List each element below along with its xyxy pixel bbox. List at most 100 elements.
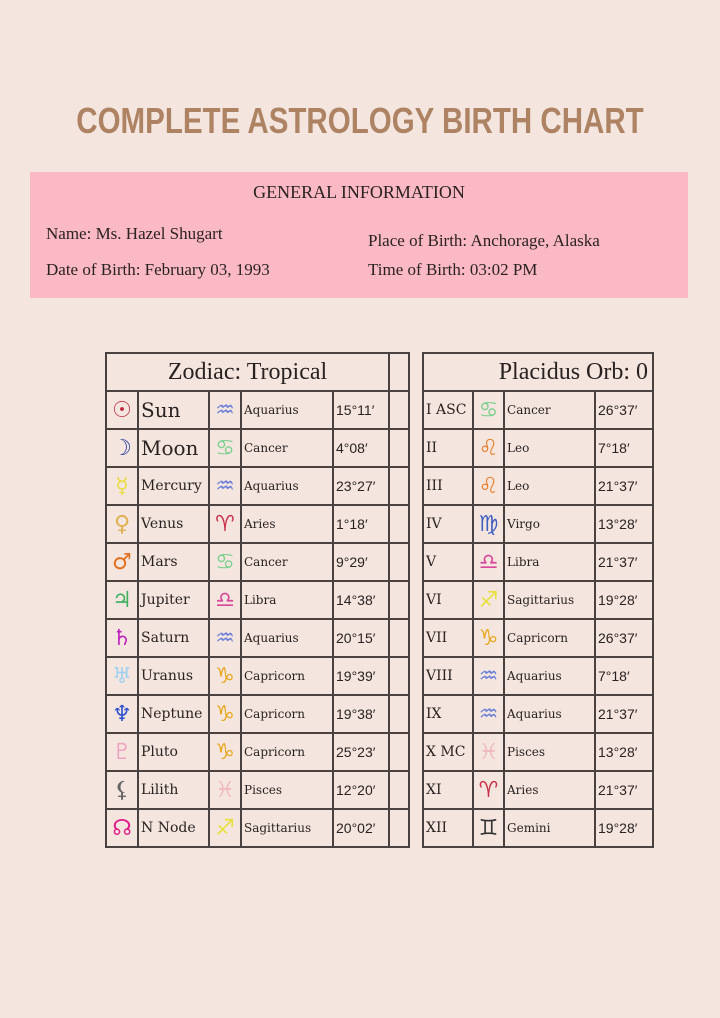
planet-sign: Cancer	[240, 428, 334, 468]
house-number: XI	[422, 770, 475, 810]
planet-name: Sun	[137, 390, 210, 430]
planet-sign: Pisces	[240, 770, 334, 810]
planet-degree: 14°38′	[331, 580, 391, 620]
empty-cell	[388, 694, 411, 734]
house-degree: 19°28′	[594, 580, 655, 620]
pluto-icon: ♇︎	[105, 732, 139, 772]
sagittarius-icon: ♐︎	[472, 580, 506, 620]
jupiter-icon: ♃︎	[105, 580, 139, 620]
empty-cell	[388, 656, 411, 696]
saturn-icon: ♄︎	[105, 618, 139, 658]
aquarius-icon: ♒︎	[208, 390, 242, 430]
aquarius-icon: ♒︎	[472, 694, 506, 734]
planet-degree: 25°23′	[331, 732, 391, 772]
divider	[408, 581, 425, 619]
libra-icon: ♎︎	[208, 580, 242, 620]
table-row: ♇︎ Pluto ♑︎ Capricorn 25°23′ X MC ♓︎ Pisces 13°2…	[105, 732, 655, 772]
house-number: VII	[422, 618, 475, 658]
house-degree: 21°37′	[594, 770, 655, 810]
cancer-icon: ♋︎	[472, 390, 506, 430]
page-title: COMPLETE ASTROLOGY BIRTH CHART	[76, 100, 644, 141]
house-degree: 13°28′	[594, 732, 655, 772]
house-number: III	[422, 466, 475, 506]
empty-cell	[388, 580, 411, 620]
place-of-birth-field: Place of Birth: Anchorage, Alaska	[368, 231, 600, 250]
empty-cell	[388, 808, 411, 848]
general-information-panel: GENERAL INFORMATION Name: Ms. Hazel Shug…	[30, 172, 688, 298]
uranus-icon: ♅︎	[105, 656, 139, 696]
divider	[408, 391, 425, 429]
gemini-icon: ♊︎	[472, 808, 506, 848]
general-information-heading: GENERAL INFORMATION	[253, 182, 465, 202]
house-number: V	[422, 542, 475, 582]
table-header-row: Zodiac: Tropical Placidus Orb: 0	[104, 352, 655, 392]
planet-sign: Aquarius	[240, 466, 334, 506]
name-field: Name: Ms. Hazel Shugart	[46, 224, 223, 243]
planet-name: Venus	[137, 504, 210, 544]
pisces-icon: ♓︎	[208, 770, 242, 810]
planet-name: Jupiter	[137, 580, 210, 620]
planet-sign: Capricorn	[240, 694, 334, 734]
house-degree: 21°37′	[594, 466, 655, 506]
divider	[408, 695, 425, 733]
house-sign: Virgo	[503, 504, 597, 544]
planet-degree: 20°02′	[331, 808, 391, 848]
birth-chart-table: Zodiac: Tropical Placidus Orb: 0 ☉︎ Sun ♒︎…	[104, 352, 655, 848]
neptune-icon: ♆︎	[105, 694, 139, 734]
table-row: ♅︎ Uranus ♑︎ Capricorn 19°39′ VIII ♒︎ Aquarius 7…	[105, 656, 655, 696]
venus-icon: ♀︎	[105, 504, 139, 544]
planet-name: Pluto	[137, 732, 210, 772]
planet-sign: Cancer	[240, 542, 334, 582]
planet-degree: 19°38′	[331, 694, 391, 734]
house-degree: 21°37′	[594, 694, 655, 734]
zodiac-header: Zodiac: Tropical	[104, 352, 391, 392]
empty-cell	[388, 428, 411, 468]
planet-sign: Libra	[240, 580, 334, 620]
house-degree: 7°18′	[594, 656, 655, 696]
pisces-icon: ♓︎	[472, 732, 506, 772]
empty-cell	[388, 618, 411, 658]
house-sign: Cancer	[503, 390, 597, 430]
planet-degree: 15°11′	[331, 390, 391, 430]
table-row: ☉︎ Sun ♒︎ Aquarius 15°11′ I ASC ♋︎ Cancer 26°37′	[105, 390, 655, 430]
house-number: X MC	[422, 732, 475, 772]
planet-sign: Aquarius	[240, 390, 334, 430]
cancer-icon: ♋︎	[208, 428, 242, 468]
house-degree: 7°18′	[594, 428, 655, 468]
planet-sign: Aries	[240, 504, 334, 544]
planet-name: Lilith	[137, 770, 210, 810]
table-row: ☿︎ Mercury ♒︎ Aquarius 23°27′ III ♌︎ Leo 21°37′	[105, 466, 655, 506]
planet-name: Uranus	[137, 656, 210, 696]
house-number: XII	[422, 808, 475, 848]
lilith-icon: ⚸︎	[105, 770, 139, 810]
sun-icon: ☉︎	[105, 390, 139, 430]
divider	[408, 619, 425, 657]
mercury-icon: ☿︎	[105, 466, 139, 506]
leo-icon: ♌︎	[472, 428, 506, 468]
house-number: II	[422, 428, 475, 468]
planet-name: N Node	[137, 808, 210, 848]
table-row: ♄︎ Saturn ♒︎ Aquarius 20°15′ VII ♑︎ Capricorn 26…	[105, 618, 655, 658]
capricorn-icon: ♑︎	[208, 656, 242, 696]
aquarius-icon: ♒︎	[472, 656, 506, 696]
planet-degree: 20°15′	[331, 618, 391, 658]
planet-degree: 19°39′	[331, 656, 391, 696]
aries-icon: ♈︎	[208, 504, 242, 544]
mars-icon: ♂︎	[105, 542, 139, 582]
house-number: VI	[422, 580, 475, 620]
divider	[408, 657, 425, 695]
libra-icon: ♎︎	[472, 542, 506, 582]
north-node-icon: ☊︎	[105, 808, 139, 848]
house-degree: 26°37′	[594, 618, 655, 658]
house-sign: Leo	[503, 466, 597, 506]
empty-cell	[388, 390, 411, 430]
house-sign: Aquarius	[503, 656, 597, 696]
house-number: IX	[422, 694, 475, 734]
empty-cell	[388, 770, 411, 810]
houses-header: Placidus Orb: 0	[422, 352, 655, 392]
planet-degree: 1°18′	[331, 504, 391, 544]
planet-sign: Aquarius	[240, 618, 334, 658]
house-degree: 19°28′	[594, 808, 655, 848]
house-sign: Leo	[503, 428, 597, 468]
house-sign: Aquarius	[503, 694, 597, 734]
